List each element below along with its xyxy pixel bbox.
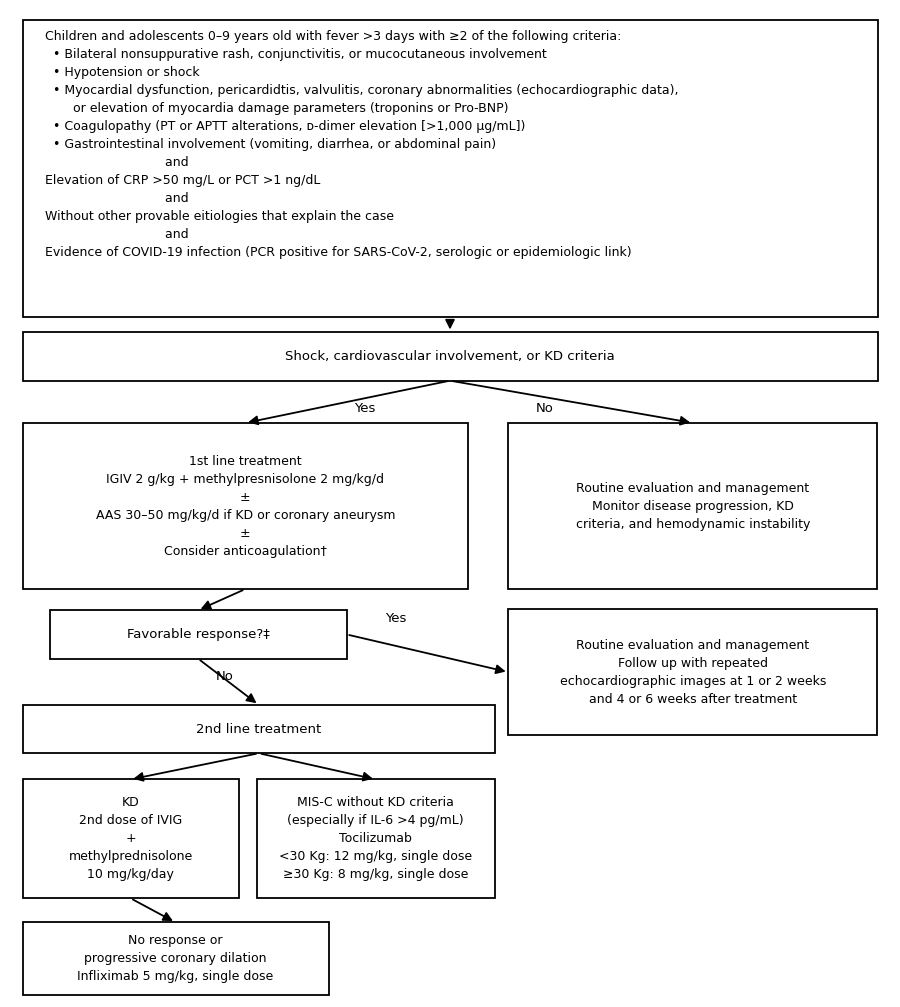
- Text: Shock, cardiovascular involvement, or KD criteria: Shock, cardiovascular involvement, or KD…: [285, 350, 615, 363]
- Bar: [22, 20, 878, 317]
- Text: Yes: Yes: [354, 403, 375, 415]
- Text: Routine evaluation and management
Follow up with repeated
echocardiographic imag: Routine evaluation and management Follow…: [560, 638, 826, 706]
- Text: No response or
progressive coronary dilation
Infliximab 5 mg/kg, single dose: No response or progressive coronary dila…: [77, 934, 274, 983]
- Text: No: No: [536, 403, 554, 415]
- Bar: [508, 423, 878, 589]
- Bar: [22, 423, 468, 589]
- Bar: [508, 609, 878, 735]
- Bar: [22, 705, 495, 753]
- Text: Routine evaluation and management
Monitor disease progression, KD
criteria, and : Routine evaluation and management Monito…: [576, 481, 810, 531]
- Text: Favorable response?‡: Favorable response?‡: [127, 628, 269, 640]
- Text: 1st line treatment
IGIV 2 g/kg + methylpresnisolone 2 mg/kg/d
±
AAS 30–50 mg/kg/: 1st line treatment IGIV 2 g/kg + methylp…: [95, 454, 395, 558]
- Text: MIS-C without KD criteria
(especially if IL-6 >4 pg/mL)
Tocilizumab
<30 Kg: 12 m: MIS-C without KD criteria (especially if…: [279, 797, 472, 881]
- Text: Children and adolescents 0–9 years old with fever >3 days with ≥2 of the followi: Children and adolescents 0–9 years old w…: [45, 30, 679, 259]
- Text: KD
2nd dose of IVIG
+
methylprednisolone
10 mg/kg/day: KD 2nd dose of IVIG + methylprednisolone…: [68, 797, 193, 881]
- Bar: [256, 779, 495, 898]
- Bar: [22, 922, 328, 995]
- Text: No: No: [216, 671, 234, 683]
- Bar: [50, 610, 346, 659]
- Text: Yes: Yes: [385, 612, 407, 624]
- Bar: [22, 779, 239, 898]
- Text: 2nd line treatment: 2nd line treatment: [196, 723, 321, 735]
- Bar: [22, 332, 878, 381]
